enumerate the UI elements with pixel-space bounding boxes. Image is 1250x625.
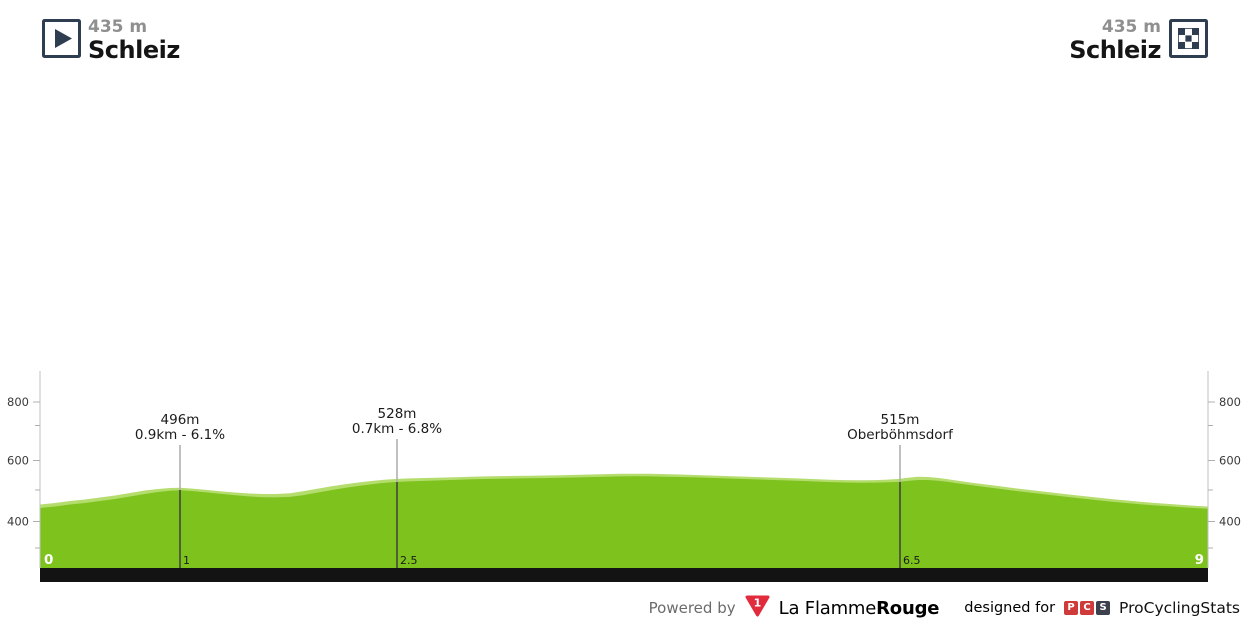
x-axis-tick-label: 6.5 <box>903 554 921 567</box>
profile-area-main <box>40 476 1208 568</box>
procyclingstats-link[interactable]: ProCyclingStats <box>1119 599 1240 617</box>
start-elevation: 435 m <box>88 17 148 37</box>
powered-by-label: Powered by <box>648 599 736 617</box>
annotation-elevation: 528m <box>378 406 417 422</box>
annotation-detail: 0.7km - 6.8% <box>352 421 442 437</box>
finish-labels: 435 m Schleiz <box>1069 17 1161 64</box>
x-axis-end-label: 9 <box>1195 552 1204 568</box>
left-axis-label: 600 <box>7 454 29 468</box>
x-axis-tick-label: 2.5 <box>400 554 418 567</box>
annotation-detail: 0.9km - 6.1% <box>135 427 225 443</box>
annotation-elevation: 515m <box>881 412 920 428</box>
start-town: Schleiz <box>88 35 180 64</box>
elevation-chart: 800 800 600 600 400 400 496m 0.9km - 6.1% 528m 0… <box>0 360 1250 590</box>
finish-town: Schleiz <box>1069 35 1161 64</box>
profile-areas <box>40 473 1208 568</box>
annotation-detail: Oberböhmsdorf <box>847 427 954 443</box>
distance-bar: 0 9 1 2.5 6.5 <box>40 552 1208 582</box>
pcs-letter-c: C <box>1080 601 1095 615</box>
pcs-logo-icon[interactable]: P C S <box>1064 601 1111 615</box>
distance-bar-rect <box>40 568 1208 582</box>
start-flag-icon <box>42 19 81 62</box>
left-axis-label: 400 <box>7 515 29 529</box>
finish-header: 435 m Schleiz <box>1069 17 1208 64</box>
right-axis-label: 400 <box>1219 515 1241 529</box>
brand-bold: Rouge <box>876 597 940 619</box>
svg-text:1: 1 <box>753 597 761 610</box>
pcs-letter-s: S <box>1096 601 1111 615</box>
axes: 800 800 600 600 400 400 <box>7 371 1241 568</box>
footer-credits: Powered by 1 La FlammeRouge designed for… <box>649 594 1240 622</box>
pcs-letter-p: P <box>1064 601 1079 615</box>
start-labels: 435 m Schleiz <box>88 17 180 64</box>
left-axis-label: 800 <box>7 395 29 409</box>
laflammerouge-link[interactable]: La FlammeRouge <box>779 598 940 619</box>
finish-flag-icon <box>1169 19 1208 62</box>
laflammerouge-logo-icon[interactable]: 1 <box>745 595 770 621</box>
start-header: 435 m Schleiz <box>42 17 180 64</box>
annotation-elevation: 496m <box>161 412 200 428</box>
x-axis-tick-label: 1 <box>183 554 190 567</box>
designed-for-label: designed for <box>964 600 1056 616</box>
x-axis-start-label: 0 <box>44 552 53 568</box>
finish-elevation: 435 m <box>1101 17 1161 37</box>
right-axis-label: 800 <box>1219 395 1241 409</box>
right-axis-label: 600 <box>1219 454 1241 468</box>
brand-regular: La Flamme <box>778 597 877 619</box>
